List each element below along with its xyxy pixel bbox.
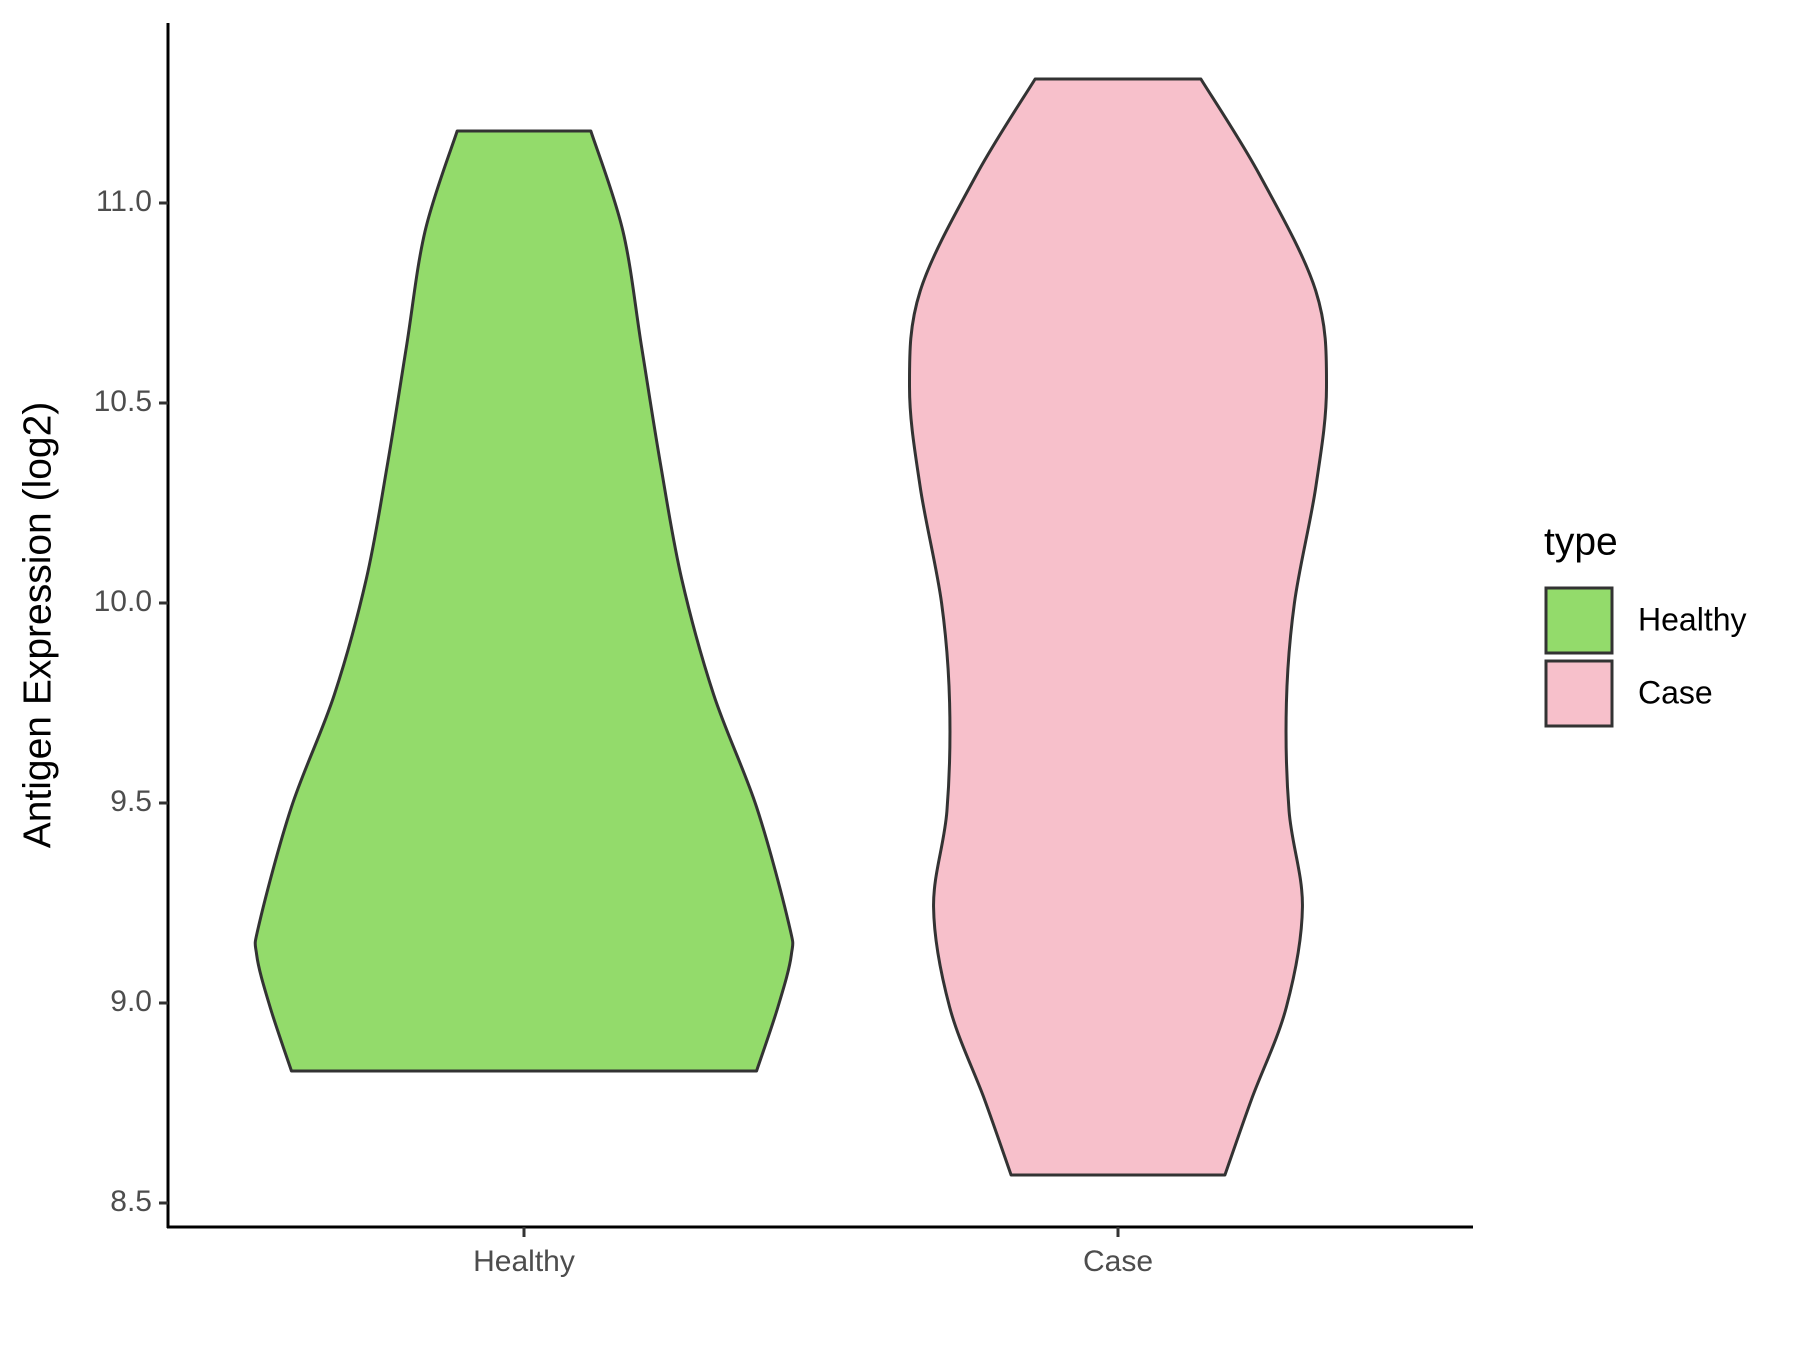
x-tick-label: Healthy: [473, 1245, 575, 1278]
violin: [253, 129, 795, 1073]
legend-label: Healthy: [1638, 601, 1747, 637]
legend-key: [1544, 659, 1614, 728]
y-tick-label: 11.0: [96, 185, 152, 218]
y-tick-label: 9.5: [110, 785, 152, 818]
y-tick-label: 10.0: [94, 585, 152, 618]
legend-title: type: [1544, 520, 1618, 563]
y-tick-label: 8.5: [110, 1185, 152, 1218]
violin: [908, 77, 1328, 1177]
y-axis-title: Antigen Expression (log2): [16, 402, 59, 849]
y-tick-label: 10.5: [94, 385, 152, 418]
legend-label: Case: [1638, 674, 1713, 710]
y-tick-label: 9.0: [110, 985, 152, 1018]
legend-key: [1544, 586, 1614, 655]
x-tick-label: Case: [1083, 1245, 1153, 1278]
